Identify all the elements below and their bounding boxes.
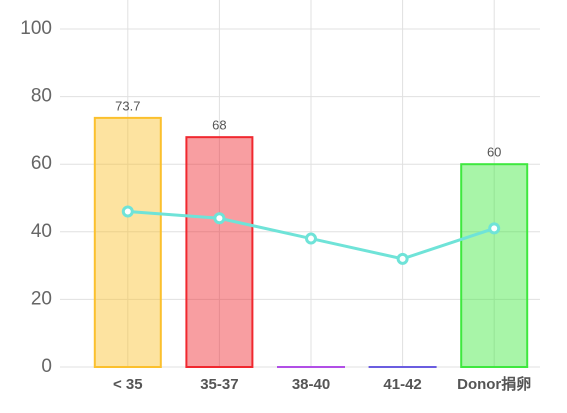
- bar: [93, 116, 162, 368]
- y-tick-label: 0: [41, 356, 52, 377]
- x-tick-label: < 35: [113, 376, 143, 393]
- line-point: [213, 212, 226, 225]
- y-tick-label: 80: [31, 86, 52, 107]
- data-label: 68: [212, 118, 226, 133]
- data-label: 60: [487, 145, 501, 160]
- bar: [185, 136, 254, 368]
- x-tick-label: 41-42: [383, 376, 421, 393]
- data-label: 73.7: [115, 98, 140, 113]
- x-tick-label: Donor捐卵: [457, 375, 531, 393]
- y-tick-label: 60: [31, 153, 52, 174]
- line-point: [121, 205, 134, 218]
- line-point: [396, 252, 409, 265]
- x-tick-label: 38-40: [292, 376, 330, 393]
- y-tick-label: 20: [31, 288, 52, 309]
- bar: [460, 163, 529, 368]
- y-tick-label: 100: [20, 18, 52, 39]
- line-point: [305, 232, 317, 245]
- line-point: [488, 222, 501, 235]
- y-tick-label: 40: [31, 221, 52, 242]
- x-tick-label: 35-37: [200, 376, 238, 393]
